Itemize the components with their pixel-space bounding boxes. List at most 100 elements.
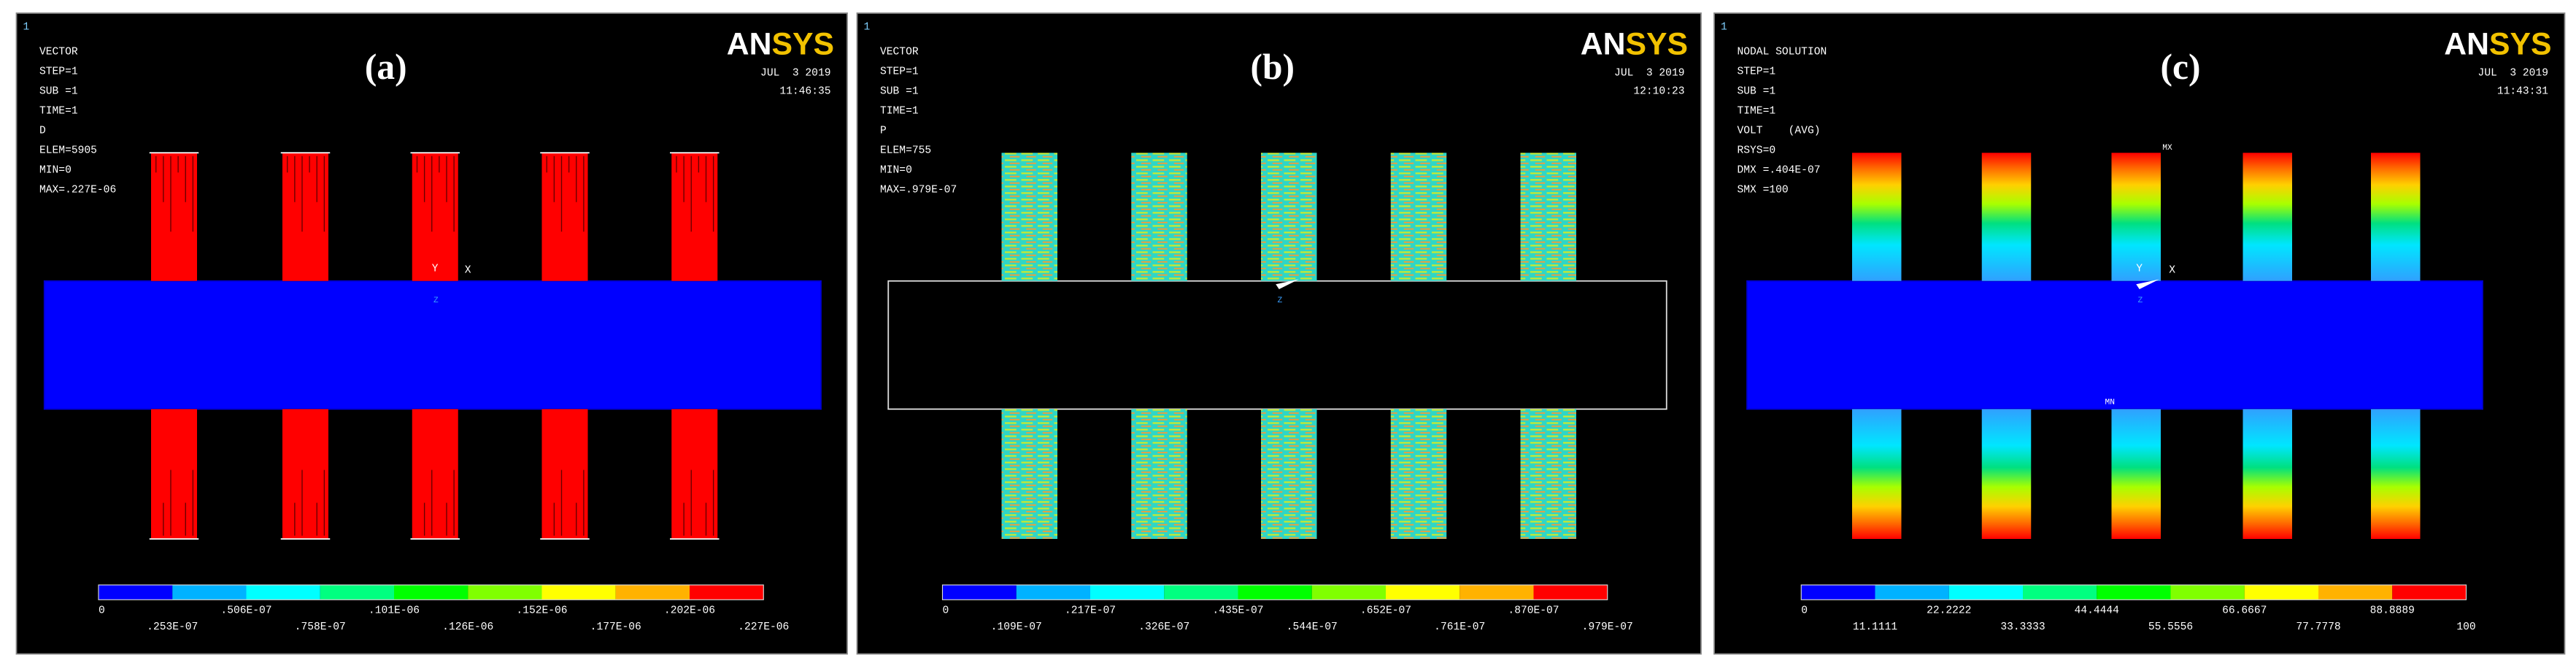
colorbar-label: .326E-07 — [1138, 621, 1189, 633]
colorbar-segment — [99, 585, 173, 600]
electrode — [671, 153, 718, 281]
header-line: STEP=1 — [1738, 66, 1776, 77]
colorbar-label: 88.8889 — [2370, 605, 2415, 616]
colorbar-segment — [468, 585, 542, 600]
colorbar-segment — [1016, 585, 1090, 600]
triad-label: Z — [433, 296, 439, 305]
header-line: TIME=1 — [39, 105, 78, 117]
panel-label: (b) — [1251, 47, 1295, 87]
electrode — [1390, 409, 1447, 539]
colorbar-label: 66.6667 — [2222, 605, 2267, 616]
electrode — [1981, 409, 2032, 539]
header-line: MIN=0 — [39, 164, 72, 176]
colorbar-label: .758E-07 — [295, 621, 346, 633]
date: JUL 3 2019 — [1614, 68, 1684, 80]
colorbar-label: 33.3333 — [2000, 621, 2045, 633]
colorbar-label: 0 — [99, 605, 105, 616]
electrode — [1261, 153, 1317, 281]
plate — [43, 280, 822, 410]
colorbar-label: .101E-06 — [369, 605, 420, 616]
colorbar-label: .126E-06 — [442, 621, 493, 633]
colorbar-label: 100 — [2456, 621, 2475, 633]
electrode — [1520, 153, 1576, 281]
triad-label: X — [465, 265, 471, 277]
colorbar-segment — [690, 585, 764, 600]
time: 11:46:35 — [779, 85, 830, 97]
colorbar-label: 0 — [943, 605, 949, 616]
electrode — [2111, 409, 2161, 539]
electrode — [412, 409, 458, 539]
colorbar-segment — [1948, 585, 2023, 600]
triad-label: Y — [2136, 263, 2143, 275]
date: JUL 3 2019 — [2478, 68, 2548, 80]
marker-label: MN — [2105, 399, 2116, 407]
electrode — [541, 409, 588, 539]
electrode — [1001, 409, 1057, 539]
window-number: 1 — [1721, 22, 1727, 34]
colorbar-segment — [1875, 585, 1949, 600]
electrode — [1852, 153, 1902, 281]
header-line: NODAL SOLUTION — [1738, 46, 1827, 58]
colorbar-label: 77.7778 — [2296, 621, 2340, 633]
triad-label: Z — [1278, 296, 1283, 305]
electrode — [1520, 409, 1576, 539]
header-line: MAX=.227E-06 — [39, 184, 116, 196]
ansys-logo: ANSYS — [1581, 26, 1688, 61]
colorbar-label: .544E-07 — [1287, 621, 1338, 633]
panel-label: (a) — [365, 47, 407, 87]
colorbar-label: 0 — [1801, 605, 1808, 616]
colorbar-segment — [2170, 585, 2245, 600]
panel: 1 VECTOR STEP=1 SUB =1 TIME=1 P ELEM=755 MIN=0 M… — [856, 12, 1702, 655]
colorbar-frame — [1800, 584, 2467, 600]
electrode — [1981, 153, 2032, 281]
electrode — [541, 153, 588, 281]
electrode — [1390, 153, 1447, 281]
time: 11:43:31 — [2497, 85, 2548, 97]
colorbar-label: .217E-07 — [1065, 605, 1116, 616]
colorbar-label: .979E-07 — [1582, 621, 1633, 633]
panel: 1 VECTOR STEP=1 SUB =1 TIME=1 D ELEM=5905 MIN=0… — [15, 12, 848, 655]
electrode — [282, 153, 328, 281]
electrode — [151, 153, 197, 281]
electrode — [2111, 153, 2161, 281]
colorbar-segment — [1238, 585, 1312, 600]
colorbar-segment — [1459, 585, 1534, 600]
colorbar-label: 11.1111 — [1853, 621, 1898, 633]
header-line: SUB =1 — [1738, 85, 1776, 97]
colorbar-segment — [615, 585, 690, 600]
window-number: 1 — [23, 22, 30, 34]
header-line: SUB =1 — [880, 85, 919, 97]
plate — [1746, 280, 2483, 410]
header-line: MIN=0 — [880, 164, 912, 176]
header-line: SMX =100 — [1738, 184, 1789, 196]
colorbar-segment — [541, 585, 616, 600]
triad-arrow — [2136, 279, 2159, 289]
colorbar-label: 44.4444 — [2075, 605, 2120, 616]
colorbar-label: .761E-07 — [1434, 621, 1485, 633]
electrode — [1131, 409, 1187, 539]
electrode — [2243, 153, 2292, 281]
date: JUL 3 2019 — [760, 68, 830, 80]
colorbar-label: .435E-07 — [1212, 605, 1263, 616]
marker-label: MX — [2162, 144, 2172, 153]
header-line: ELEM=755 — [880, 145, 931, 156]
electrode — [1001, 153, 1057, 281]
panel-label: (c) — [2161, 47, 2201, 87]
colorbar-label: .227E-06 — [738, 621, 789, 633]
electrode — [412, 153, 458, 281]
electrode — [2243, 409, 2292, 539]
header-line: P — [880, 125, 887, 137]
window-number: 1 — [864, 22, 871, 34]
colorbar-label: 22.2222 — [1927, 605, 1971, 616]
colorbar-segment — [1311, 585, 1386, 600]
header-line: SUB =1 — [39, 85, 78, 97]
colorbar-segment — [2097, 585, 2171, 600]
header-line: ELEM=5905 — [39, 145, 97, 156]
electrode — [1261, 409, 1317, 539]
time: 12:10:23 — [1633, 85, 1684, 97]
electrode — [151, 409, 197, 539]
triad-label: Y — [432, 263, 439, 275]
colorbar-label: .152E-06 — [516, 605, 567, 616]
header-line: D — [39, 125, 46, 137]
